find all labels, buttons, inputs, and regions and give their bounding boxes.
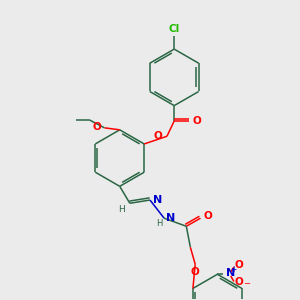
Text: +: + [230,265,236,274]
Text: O: O [191,267,200,278]
Text: O: O [193,116,202,126]
Text: O: O [235,260,244,270]
Text: N: N [166,213,176,223]
Text: O: O [153,131,162,141]
Text: N: N [226,268,235,278]
Text: H: H [156,219,162,228]
Text: O: O [93,122,102,132]
Text: O: O [235,278,244,287]
Text: −: − [244,279,250,288]
Text: H: H [118,205,125,214]
Text: O: O [203,211,212,221]
Text: Cl: Cl [169,24,180,34]
Text: N: N [153,195,162,205]
